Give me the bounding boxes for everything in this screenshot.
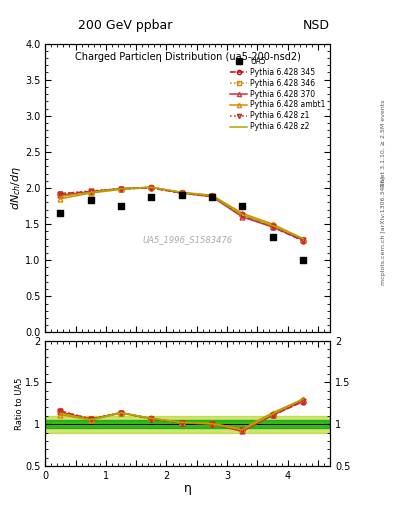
Y-axis label: $dN_{ch}/d\eta$: $dN_{ch}/d\eta$ (9, 166, 24, 210)
Text: UA5_1996_S1583476: UA5_1996_S1583476 (143, 236, 233, 245)
Y-axis label: Ratio to UA5: Ratio to UA5 (15, 377, 24, 430)
Point (178, 191, 185, 199)
Text: mcplots.cern.ch [arXiv:1306.3436]: mcplots.cern.ch [arXiv:1306.3436] (381, 176, 386, 285)
Point (269, 233, 275, 241)
Text: NSD: NSD (303, 19, 330, 32)
Legend: UA5, Pythia 6.428 345, Pythia 6.428 346, Pythia 6.428 370, Pythia 6.428 ambt1, P: UA5, Pythia 6.428 345, Pythia 6.428 346,… (230, 56, 326, 132)
Point (148, 193, 154, 201)
Point (118, 202, 124, 210)
Bar (45, 416, 330, 433)
Point (239, 202, 245, 210)
Point (88, 196, 94, 204)
X-axis label: η: η (184, 482, 192, 495)
Text: 200 GeV ppbar: 200 GeV ppbar (78, 19, 172, 32)
Point (209, 193, 215, 201)
Text: Rivet 3.1.10, ≥ 2.5M events: Rivet 3.1.10, ≥ 2.5M events (381, 100, 386, 187)
Point (57, 208, 64, 217)
Text: Charged Particleη Distribution (ua5-200-nsd2): Charged Particleη Distribution (ua5-200-… (75, 52, 301, 62)
Point (300, 256, 306, 264)
Bar (45, 420, 330, 429)
